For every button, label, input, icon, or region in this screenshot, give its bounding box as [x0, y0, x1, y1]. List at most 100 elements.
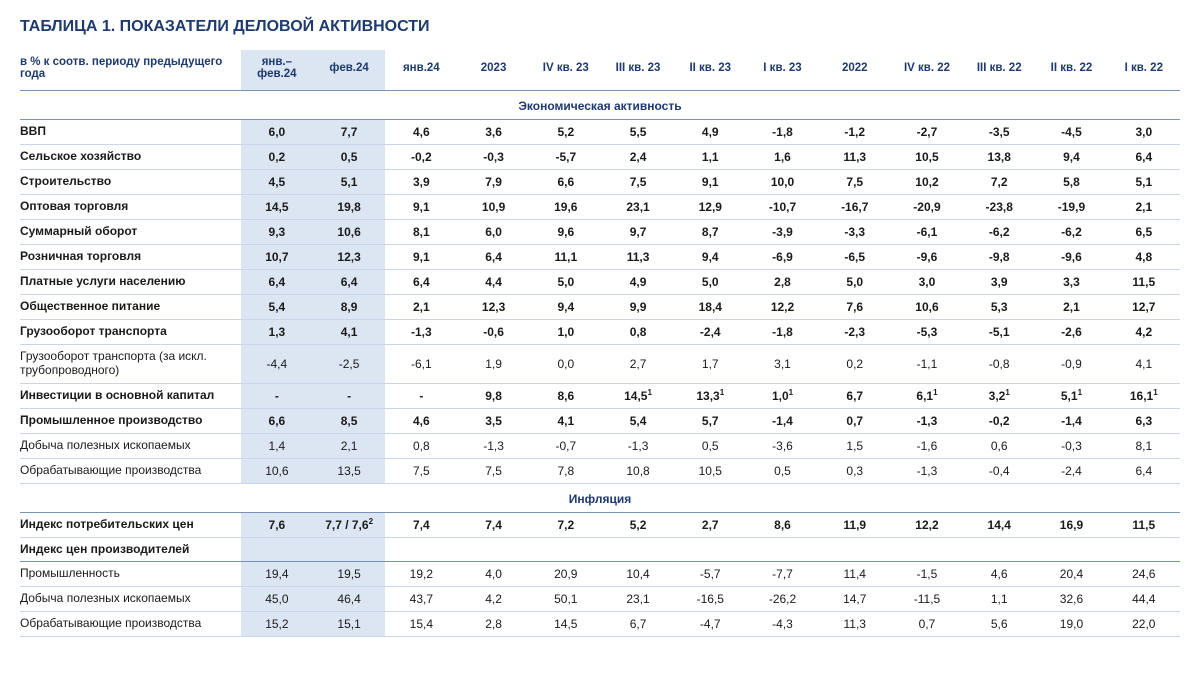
data-cell: 12,2	[891, 512, 963, 537]
data-cell: 1,01	[746, 383, 818, 408]
data-cell: 5,2	[530, 120, 602, 145]
data-cell: -0,8	[963, 345, 1035, 384]
data-cell: -11,5	[891, 587, 963, 612]
data-cell: 0,5	[313, 145, 385, 170]
data-cell: -6,1	[891, 220, 963, 245]
data-cell: -	[313, 383, 385, 408]
data-cell: 10,8	[602, 458, 674, 483]
data-cell: 8,9	[313, 295, 385, 320]
data-cell: 44,4	[1108, 587, 1180, 612]
data-cell: -16,7	[819, 195, 891, 220]
data-cell: -0,7	[530, 433, 602, 458]
data-cell: -1,5	[891, 562, 963, 587]
data-cell: -0,9	[1035, 345, 1107, 384]
row-label: Добыча полезных ископаемых	[20, 433, 241, 458]
data-cell: 2,1	[313, 433, 385, 458]
data-cell: 6,7	[819, 383, 891, 408]
row-label: Строительство	[20, 170, 241, 195]
data-cell: -1,3	[385, 320, 457, 345]
row-label: Обрабатывающие производства	[20, 458, 241, 483]
data-cell: -0,2	[385, 145, 457, 170]
data-cell: 4,5	[241, 170, 313, 195]
data-cell: -23,8	[963, 195, 1035, 220]
data-cell: 7,6	[241, 512, 313, 537]
data-cell: 0,0	[530, 345, 602, 384]
data-cell	[891, 537, 963, 562]
data-cell: 6,3	[1108, 408, 1180, 433]
data-cell: 3,9	[385, 170, 457, 195]
data-cell: 23,1	[602, 587, 674, 612]
row-label: Платные услуги населению	[20, 270, 241, 295]
data-cell: -2,4	[1035, 458, 1107, 483]
data-cell: 1,7	[674, 345, 746, 384]
data-cell: 14,7	[819, 587, 891, 612]
data-cell: 10,6	[313, 220, 385, 245]
data-cell: 13,31	[674, 383, 746, 408]
data-cell: -5,7	[674, 562, 746, 587]
data-cell: 10,5	[674, 458, 746, 483]
data-cell: 4,0	[457, 562, 529, 587]
data-cell: 5,1	[1108, 170, 1180, 195]
data-cell: 11,5	[1108, 512, 1180, 537]
data-cell	[241, 537, 313, 562]
data-cell: -19,9	[1035, 195, 1107, 220]
data-cell: 9,9	[602, 295, 674, 320]
data-cell: 19,5	[313, 562, 385, 587]
data-cell: 1,1	[963, 587, 1035, 612]
data-cell: -5,3	[891, 320, 963, 345]
data-cell: 9,8	[457, 383, 529, 408]
data-cell: -3,9	[746, 220, 818, 245]
data-cell: 5,0	[530, 270, 602, 295]
data-cell: 14,51	[602, 383, 674, 408]
data-cell: 6,6	[241, 408, 313, 433]
row-label: Общественное питание	[20, 295, 241, 320]
row-label: Индекс цен производителей	[20, 537, 241, 562]
data-cell: -2,7	[891, 120, 963, 145]
data-cell: 0,2	[241, 145, 313, 170]
data-cell: 8,5	[313, 408, 385, 433]
data-cell: -2,3	[819, 320, 891, 345]
row-label: Индекс потребительских цен	[20, 512, 241, 537]
data-cell: -4,4	[241, 345, 313, 384]
row-label: Добыча полезных ископаемых	[20, 587, 241, 612]
data-cell	[457, 537, 529, 562]
data-cell: 2,4	[602, 145, 674, 170]
data-cell: 10,6	[891, 295, 963, 320]
data-cell: 5,11	[1035, 383, 1107, 408]
data-cell: -	[385, 383, 457, 408]
data-cell: 8,1	[1108, 433, 1180, 458]
data-cell: 6,7	[602, 612, 674, 637]
data-cell: -7,7	[746, 562, 818, 587]
data-cell: 19,6	[530, 195, 602, 220]
data-cell: 10,4	[602, 562, 674, 587]
data-cell: 6,0	[241, 120, 313, 145]
data-cell: 5,8	[1035, 170, 1107, 195]
column-header: II кв. 22	[1035, 50, 1107, 91]
row-label: Инвестиции в основной капитал	[20, 383, 241, 408]
data-cell: 6,4	[1108, 458, 1180, 483]
data-cell: 22,0	[1108, 612, 1180, 637]
data-cell: 11,5	[1108, 270, 1180, 295]
column-header: I кв. 22	[1108, 50, 1180, 91]
data-cell: -0,6	[457, 320, 529, 345]
data-cell: 7,7 / 7,62	[313, 512, 385, 537]
data-cell: 2,1	[385, 295, 457, 320]
data-cell	[674, 537, 746, 562]
data-cell: 4,1	[313, 320, 385, 345]
column-header: III кв. 22	[963, 50, 1035, 91]
data-cell: -9,8	[963, 245, 1035, 270]
data-cell: -3,5	[963, 120, 1035, 145]
data-cell: 8,7	[674, 220, 746, 245]
data-cell: 23,1	[602, 195, 674, 220]
data-cell: -6,9	[746, 245, 818, 270]
data-cell: 11,9	[819, 512, 891, 537]
data-cell: 8,6	[746, 512, 818, 537]
data-cell: -1,1	[891, 345, 963, 384]
data-cell: -9,6	[1035, 245, 1107, 270]
data-cell: 11,3	[819, 612, 891, 637]
data-cell: -0,4	[963, 458, 1035, 483]
data-cell: 16,11	[1108, 383, 1180, 408]
data-cell: 6,4	[457, 245, 529, 270]
data-cell: 18,4	[674, 295, 746, 320]
data-cell: 12,3	[457, 295, 529, 320]
